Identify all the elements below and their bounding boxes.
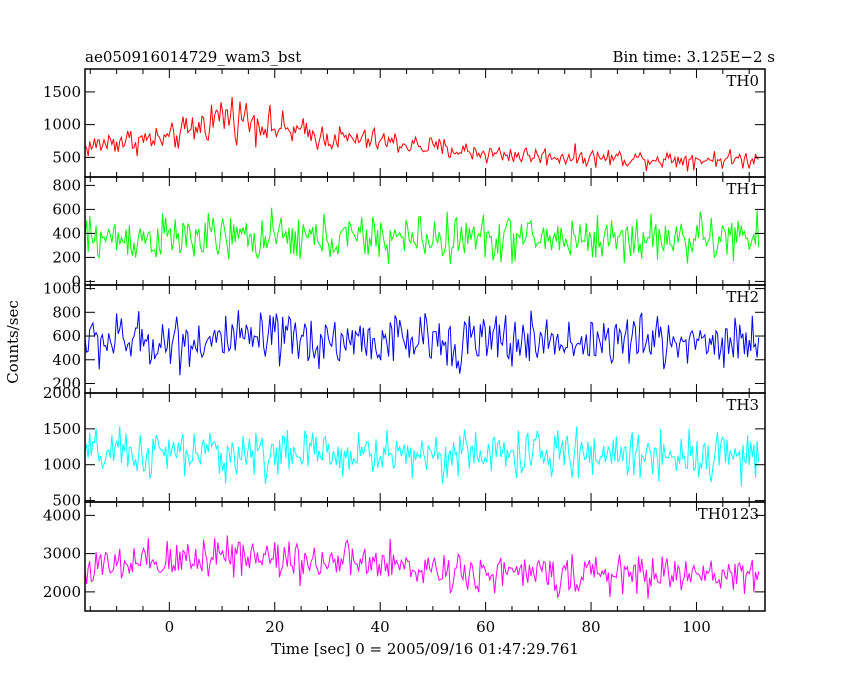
- y-tick-label: 400: [52, 224, 81, 242]
- y-tick-label: 2000: [43, 384, 81, 402]
- y-tick-label: 400: [52, 351, 81, 369]
- series-line-th3: [84, 426, 760, 487]
- y-tick-label: 1000: [43, 280, 81, 298]
- y-tick-label: 2000: [43, 583, 81, 601]
- panel-th2: 200 400 600 800 1000 TH2: [43, 280, 766, 394]
- y-tick-label: 1000: [43, 116, 81, 134]
- x-axis-label: Time [sec] 0 = 2005/09/16 01:47:29.761: [271, 640, 579, 658]
- series-line-th1: [84, 207, 760, 264]
- y-tick-label: 500: [52, 148, 81, 166]
- panel-label: TH2: [726, 288, 759, 306]
- y-axis-label: Counts/sec: [4, 300, 22, 384]
- panel-label: TH0: [726, 72, 759, 90]
- x-tick-label: 0: [165, 618, 175, 636]
- panel-frame: [84, 392, 766, 503]
- panel-label: TH0123: [698, 505, 759, 523]
- y-tick-label: 1500: [43, 83, 81, 101]
- y-tick-label: 4000: [43, 506, 81, 524]
- panel-th3: 500 1000 1500 2000 TH3: [43, 384, 766, 510]
- panel-label: TH3: [726, 396, 759, 414]
- x-tick-label: 100: [682, 618, 711, 636]
- chart-title: ae050916014729_wam3_bst: [85, 48, 301, 66]
- y-tick-label: 1000: [43, 456, 81, 474]
- y-tick-label: 800: [52, 176, 81, 194]
- x-tick-label: 20: [265, 618, 284, 636]
- panel-frame: [84, 501, 766, 612]
- panel-th0: 500 1000 1500 TH0: [43, 68, 766, 178]
- y-tick-label: 1500: [43, 420, 81, 438]
- y-tick-label: 600: [52, 327, 81, 345]
- x-tick-label: 60: [476, 618, 495, 636]
- y-tick-label: 200: [52, 248, 81, 266]
- series-line-th0: [84, 96, 759, 172]
- chart-subtitle: Bin time: 3.125E−2 s: [613, 48, 775, 66]
- y-tick-label: 0: [71, 272, 81, 290]
- y-tick-label: 800: [52, 303, 81, 321]
- y-tick-label: 600: [52, 200, 81, 218]
- series-line-th0123: [84, 535, 760, 600]
- y-tick-label: 200: [52, 375, 81, 393]
- panel-frame: [84, 284, 766, 394]
- panel-th1: 0 200 400 600 800 TH1: [52, 176, 766, 290]
- panel-th0123: 2000 3000 4000 TH0123: [43, 501, 766, 612]
- series-line-th2: [84, 310, 760, 376]
- x-tick-label: 40: [371, 618, 390, 636]
- panel-label: TH1: [726, 180, 759, 198]
- x-tick-label: 80: [581, 618, 600, 636]
- y-tick-label: 3000: [43, 545, 81, 563]
- y-tick-label: 500: [52, 492, 81, 510]
